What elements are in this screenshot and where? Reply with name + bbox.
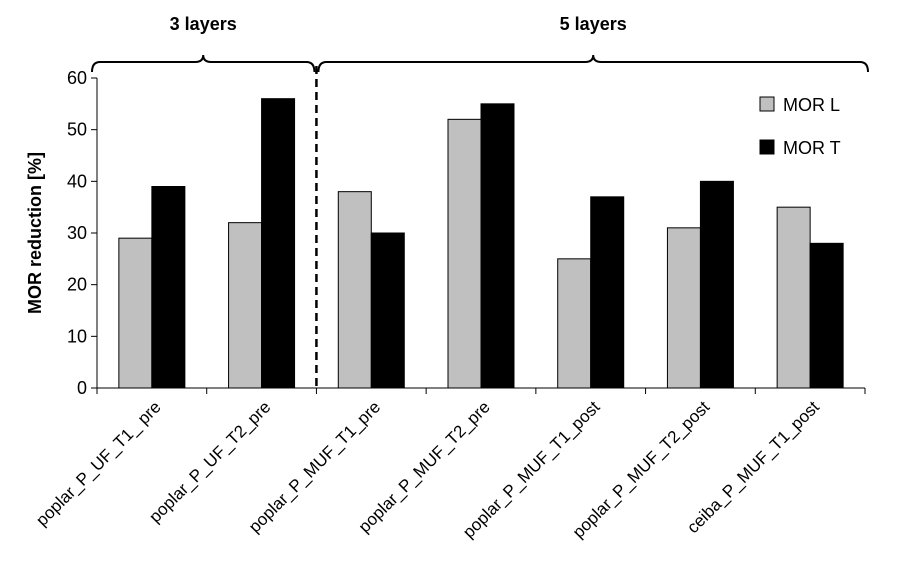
bar-mor-l-3 (337, 191, 372, 389)
group-bracket-1 (91, 54, 316, 73)
group-label-1: 3 layers (170, 14, 237, 34)
x-tick-label-2: poplar_P_UF_T2_pre (145, 397, 274, 526)
legend: MOR L MOR T (759, 95, 841, 158)
plot-area (118, 98, 844, 389)
legend-swatch-1 (759, 96, 775, 112)
bar-mor-l-7 (776, 206, 811, 389)
bar-mor-t-1 (151, 186, 186, 389)
bar-mor-t-7 (809, 242, 844, 389)
y-tick-label: 50 (67, 120, 87, 140)
bar-mor-l-1 (118, 237, 153, 389)
bar-mor-l-2 (228, 222, 263, 389)
y-axis: 0 10 20 30 40 50 60 (67, 68, 98, 398)
legend-label-1: MOR L (783, 95, 840, 115)
bar-mor-t-5 (590, 196, 625, 389)
y-axis-title: MOR reduction [%] (25, 152, 45, 314)
y-tick-label: 40 (67, 171, 87, 191)
y-tick-label: 20 (67, 275, 87, 295)
y-tick-label: 0 (77, 378, 87, 398)
y-tick-label: 60 (67, 68, 87, 88)
legend-swatch-2 (759, 139, 775, 155)
group-brackets: 3 layers 5 layers (91, 14, 869, 388)
bar-mor-l-6 (666, 227, 701, 389)
bar-mor-t-6 (699, 180, 734, 389)
bar-mor-t-2 (261, 98, 296, 389)
group-label-2: 5 layers (560, 14, 627, 34)
bar-mor-t-4 (480, 103, 515, 389)
group-bracket-2 (317, 54, 869, 73)
bar-mor-t-3 (370, 232, 405, 389)
bar-mor-l-5 (557, 258, 592, 389)
x-axis: poplar_P_UF_T1_ prepoplar_P_UF_T2_prepop… (32, 387, 866, 542)
y-tick-label: 30 (67, 223, 87, 243)
legend-label-2: MOR T (783, 138, 841, 158)
bar-mor-l-4 (447, 118, 482, 389)
y-tick-label: 10 (67, 326, 87, 346)
x-tick-label-1: poplar_P_UF_T1_ pre (32, 397, 164, 529)
